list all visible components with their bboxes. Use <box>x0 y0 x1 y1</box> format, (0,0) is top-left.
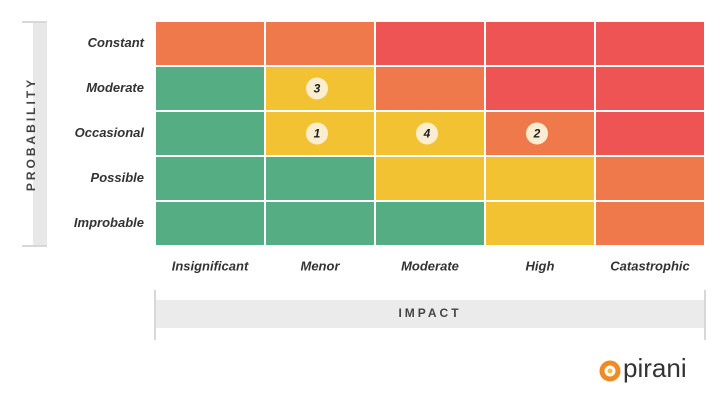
cell <box>484 20 596 67</box>
cell <box>154 65 266 112</box>
cell <box>154 155 266 202</box>
row-label: Occasional <box>75 125 145 140</box>
row-label: Constant <box>88 35 145 50</box>
impact-bar <box>155 300 705 328</box>
marker-label: 3 <box>314 82 321 96</box>
cell <box>594 200 706 247</box>
column-label: Catastrophic <box>610 258 690 273</box>
marker-label: 1 <box>314 127 321 141</box>
marker <box>416 122 438 145</box>
marker-label: 4 <box>423 127 431 141</box>
marker-label: 2 <box>533 127 541 141</box>
cell <box>374 200 486 247</box>
marker <box>306 122 328 145</box>
row-label: Moderate <box>86 80 144 95</box>
cell <box>154 200 266 247</box>
cell <box>154 20 266 67</box>
logo-text: pirani <box>623 353 687 383</box>
cell <box>594 110 706 157</box>
row-label: Possible <box>91 170 144 185</box>
y-axis-title: PROBABILITY <box>24 77 38 191</box>
column-label: Menor <box>301 258 341 273</box>
cell <box>594 20 706 67</box>
cell <box>594 65 706 112</box>
row-label: Improbable <box>74 215 144 230</box>
marker <box>526 122 548 145</box>
cell <box>374 20 486 67</box>
marker <box>306 77 328 100</box>
cell <box>484 65 596 112</box>
probability-bar <box>33 22 47 246</box>
logo: pirani <box>599 353 687 383</box>
x-axis-title: IMPACT <box>398 306 461 320</box>
cell <box>264 155 376 202</box>
cell <box>484 200 596 247</box>
cell <box>374 65 486 112</box>
cell <box>264 200 376 247</box>
logo-icon-dot <box>607 368 613 374</box>
cell <box>154 110 266 157</box>
column-label: Insignificant <box>172 258 249 273</box>
cell <box>264 20 376 67</box>
cell <box>484 155 596 202</box>
column-label: Moderate <box>401 258 459 273</box>
cell <box>594 155 706 202</box>
logo-icon <box>599 360 621 382</box>
column-label: High <box>526 258 555 273</box>
cell <box>374 155 486 202</box>
